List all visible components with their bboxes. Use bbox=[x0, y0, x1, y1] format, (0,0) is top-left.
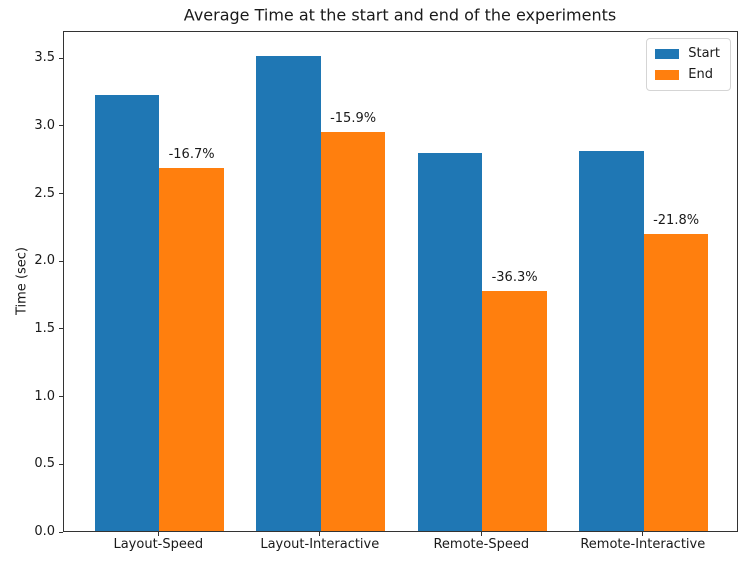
y-tick-label: 0.5 bbox=[34, 456, 55, 472]
bar-end-remote-interactive bbox=[643, 234, 709, 531]
legend-item-end: End bbox=[655, 67, 720, 82]
y-tick-mark bbox=[59, 260, 63, 262]
x-tick-label: Remote-Speed bbox=[433, 537, 530, 552]
legend-item-start: Start bbox=[655, 46, 720, 61]
y-tick-label: 2.5 bbox=[34, 185, 55, 201]
x-tick-label: Remote-Interactive bbox=[580, 537, 706, 552]
bar-end-remote-speed bbox=[482, 290, 547, 531]
bar-end-layout-speed bbox=[159, 168, 224, 531]
y-tick-mark bbox=[59, 463, 63, 465]
pct-change-label: -15.9% bbox=[330, 110, 377, 126]
chart-title: Average Time at the start and end of the… bbox=[183, 5, 617, 25]
y-tick-mark bbox=[59, 125, 63, 127]
pct-change-label: -21.8% bbox=[653, 213, 700, 229]
legend-swatch-start-icon bbox=[655, 48, 680, 59]
plot-area: Start End -16.7% -15.9% -36.3% -21.8% bbox=[63, 31, 738, 532]
y-tick-label: 0.0 bbox=[34, 524, 55, 539]
x-tick-mark bbox=[157, 532, 159, 536]
y-tick-mark bbox=[59, 57, 63, 59]
bar-start-remote-speed bbox=[417, 153, 483, 531]
x-tick-label: Layout-Interactive bbox=[260, 537, 380, 552]
bar-start-layout-speed bbox=[94, 95, 160, 531]
y-tick-label: 2.0 bbox=[34, 253, 55, 269]
y-tick-mark bbox=[59, 193, 63, 194]
x-tick-mark bbox=[480, 532, 482, 536]
bar-end-layout-interactive bbox=[320, 131, 386, 531]
x-tick-mark bbox=[642, 532, 644, 536]
y-tick-label: 1.5 bbox=[34, 320, 55, 336]
bar-start-layout-interactive bbox=[256, 56, 321, 531]
bar-start-remote-interactive bbox=[579, 150, 644, 531]
y-tick-label: 3.5 bbox=[34, 50, 55, 66]
legend: Start End bbox=[646, 38, 731, 91]
y-tick-mark bbox=[59, 396, 63, 398]
y-tick-mark bbox=[59, 531, 63, 533]
legend-label-start: Start bbox=[688, 46, 720, 61]
y-tick-label: 3.0 bbox=[34, 117, 55, 133]
x-tick-label: Layout-Speed bbox=[113, 537, 204, 552]
y-tick-mark bbox=[59, 328, 63, 330]
pct-change-label: -36.3% bbox=[491, 269, 538, 285]
pct-change-label: -16.7% bbox=[168, 147, 215, 163]
y-tick-label: 1.0 bbox=[34, 388, 55, 404]
legend-label-end: End bbox=[688, 67, 713, 82]
legend-swatch-end-icon bbox=[655, 69, 680, 80]
x-tick-mark bbox=[319, 532, 321, 536]
